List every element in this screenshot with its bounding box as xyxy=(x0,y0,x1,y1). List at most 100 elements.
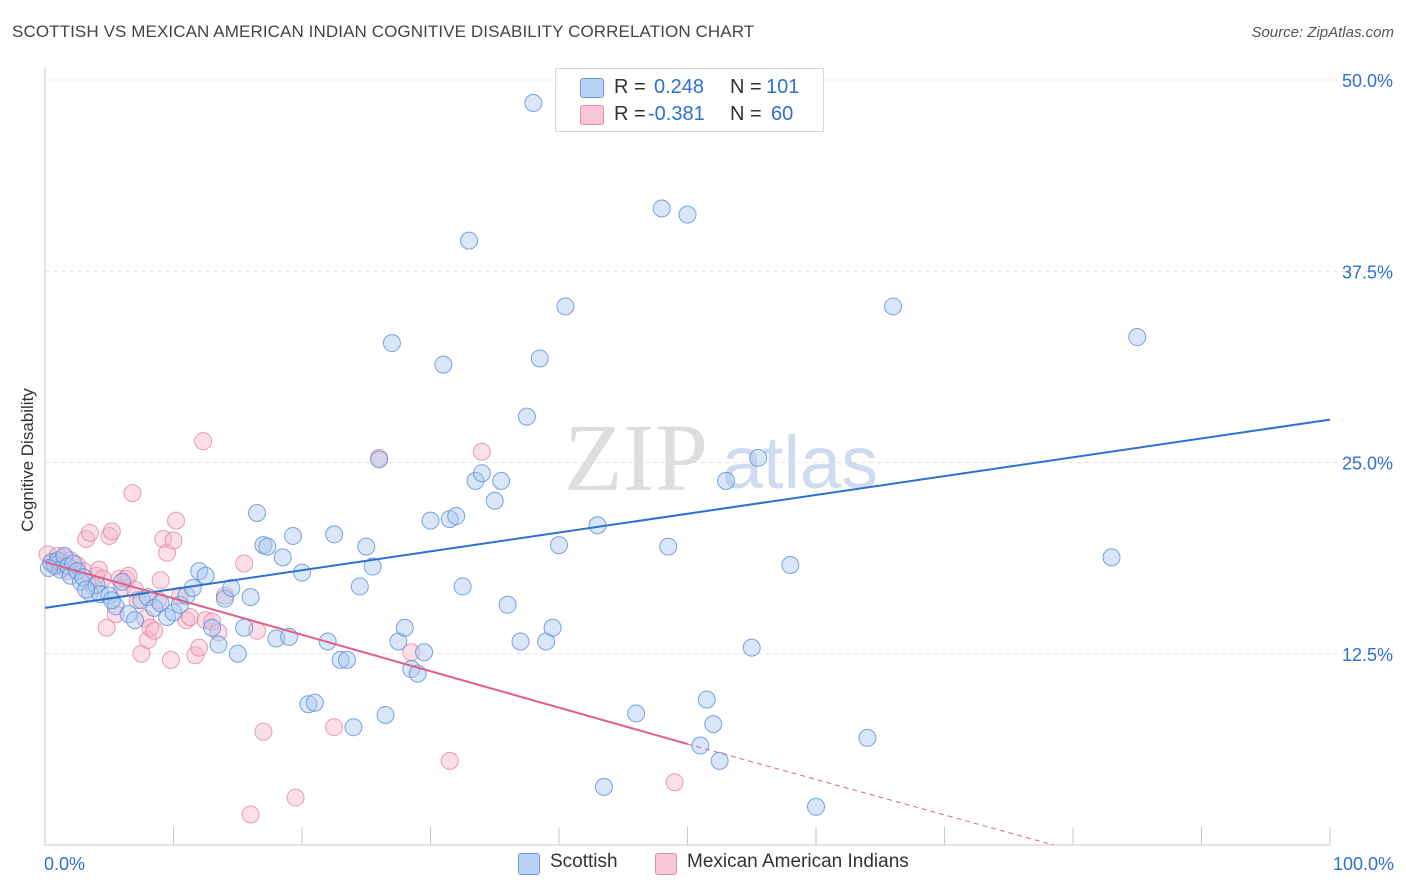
data-point-mexican xyxy=(203,612,222,631)
data-point-scottish xyxy=(344,718,363,737)
data-point-scottish xyxy=(164,603,183,622)
data-point-scottish xyxy=(1128,328,1147,347)
data-point-scottish xyxy=(376,705,395,724)
legend-n-value: 101 xyxy=(766,76,800,98)
data-point-scottish xyxy=(293,563,311,582)
y-tick-label: 50.0% xyxy=(1342,71,1393,91)
stats-legend: R = 0.248 N = 101 R = -0.381 N = 60 xyxy=(555,68,824,132)
bottom-legend-swatch-scottish xyxy=(518,853,540,875)
data-point-mexican xyxy=(161,650,180,669)
data-point-scottish xyxy=(273,548,292,567)
data-point-mexican xyxy=(190,638,209,657)
data-point-scottish xyxy=(325,525,344,544)
trend-line-mexican xyxy=(44,560,688,745)
data-point-scottish xyxy=(350,577,369,596)
bottom-legend-label: Mexican American Indians xyxy=(687,851,909,872)
source-label: Source: ZipAtlas.com xyxy=(1251,24,1394,41)
x-tick-label: 0.0% xyxy=(44,854,85,874)
data-point-scottish xyxy=(466,471,485,490)
data-point-scottish xyxy=(543,618,562,637)
data-point-scottish xyxy=(267,629,286,648)
data-point-scottish xyxy=(241,588,260,607)
legend-r-label: R = xyxy=(614,76,646,98)
data-point-mexican xyxy=(196,611,215,630)
data-point-scottish xyxy=(511,632,530,651)
trend-line-scottish xyxy=(44,418,1331,609)
chart-title: SCOTTISH VS MEXICAN AMERICAN INDIAN COGN… xyxy=(12,22,755,41)
data-point-scottish xyxy=(678,205,697,224)
data-point-scottish xyxy=(55,546,74,565)
data-point-scottish xyxy=(704,715,723,734)
legend-r-value: 0.248 xyxy=(654,76,705,98)
legend-swatch-scottish xyxy=(580,78,604,98)
axes xyxy=(44,68,1331,846)
data-point-mexican xyxy=(235,554,254,573)
data-point-scottish xyxy=(190,562,209,581)
data-point-scottish xyxy=(331,650,350,669)
data-point-scottish xyxy=(652,199,671,218)
data-point-mexican xyxy=(325,718,344,737)
data-point-mexican xyxy=(145,621,164,640)
data-point-mexican xyxy=(123,484,142,503)
series-mexican-points xyxy=(38,432,684,824)
data-point-scottish xyxy=(453,577,472,596)
data-point-mexican xyxy=(209,623,228,642)
data-point-scottish xyxy=(807,797,825,816)
data-point-mexican xyxy=(167,511,186,530)
y-tick-label: 37.5% xyxy=(1342,262,1393,282)
data-point-scottish xyxy=(524,93,543,112)
data-point-scottish xyxy=(594,777,613,796)
data-point-scottish xyxy=(158,608,177,627)
data-point-scottish xyxy=(530,349,549,368)
data-point-scottish xyxy=(357,537,376,556)
data-point-scottish xyxy=(742,638,761,657)
data-point-scottish xyxy=(627,704,646,723)
data-point-scottish xyxy=(697,690,716,709)
trend-line-mexican-extrapolated xyxy=(687,743,1054,846)
x-tick-label: 100.0% xyxy=(1333,854,1394,874)
data-point-scottish xyxy=(203,618,222,637)
data-point-scottish xyxy=(382,334,401,353)
data-point-mexican xyxy=(151,571,170,590)
data-point-mexican xyxy=(128,591,147,610)
data-point-scottish xyxy=(710,751,729,770)
data-point-mexican xyxy=(106,604,125,623)
data-point-scottish xyxy=(749,448,768,467)
bottom-legend-swatch-mexican xyxy=(655,853,677,875)
data-point-scottish xyxy=(145,598,164,617)
data-point-scottish xyxy=(485,491,504,510)
data-point-mexican xyxy=(254,722,273,741)
data-point-scottish xyxy=(884,297,903,316)
data-point-mexican xyxy=(194,432,213,451)
data-point-mexican xyxy=(472,442,491,461)
data-point-scottish xyxy=(395,618,414,637)
data-point-scottish xyxy=(1102,548,1121,567)
data-point-scottish xyxy=(102,591,121,610)
data-point-scottish xyxy=(258,537,277,556)
data-point-scottish xyxy=(196,566,215,585)
data-point-mexican xyxy=(164,531,183,550)
data-point-scottish xyxy=(460,231,479,250)
series-scottish-points xyxy=(39,71,1147,816)
data-point-scottish xyxy=(305,693,324,712)
data-point-mexican xyxy=(97,618,116,637)
watermark: ZIP atlas xyxy=(564,404,878,511)
data-point-scottish xyxy=(556,297,575,316)
bottom-legend-label: Scottish xyxy=(550,851,618,872)
data-point-scottish xyxy=(370,450,389,469)
data-point-scottish xyxy=(659,537,678,556)
data-point-scottish xyxy=(215,589,234,608)
data-point-scottish xyxy=(222,578,241,597)
data-point-scottish xyxy=(781,556,800,575)
y-tick-label: 25.0% xyxy=(1342,454,1393,474)
data-point-scottish xyxy=(858,728,877,747)
data-point-mexican xyxy=(181,608,200,627)
legend-n-label: N = xyxy=(730,103,762,125)
legend-r-label: R = xyxy=(614,103,646,125)
data-point-mexican xyxy=(241,805,260,824)
data-point-scottish xyxy=(284,526,303,545)
watermark-atlas: atlas xyxy=(722,421,878,504)
data-point-scottish xyxy=(235,618,254,637)
trend-lines xyxy=(44,418,1331,846)
